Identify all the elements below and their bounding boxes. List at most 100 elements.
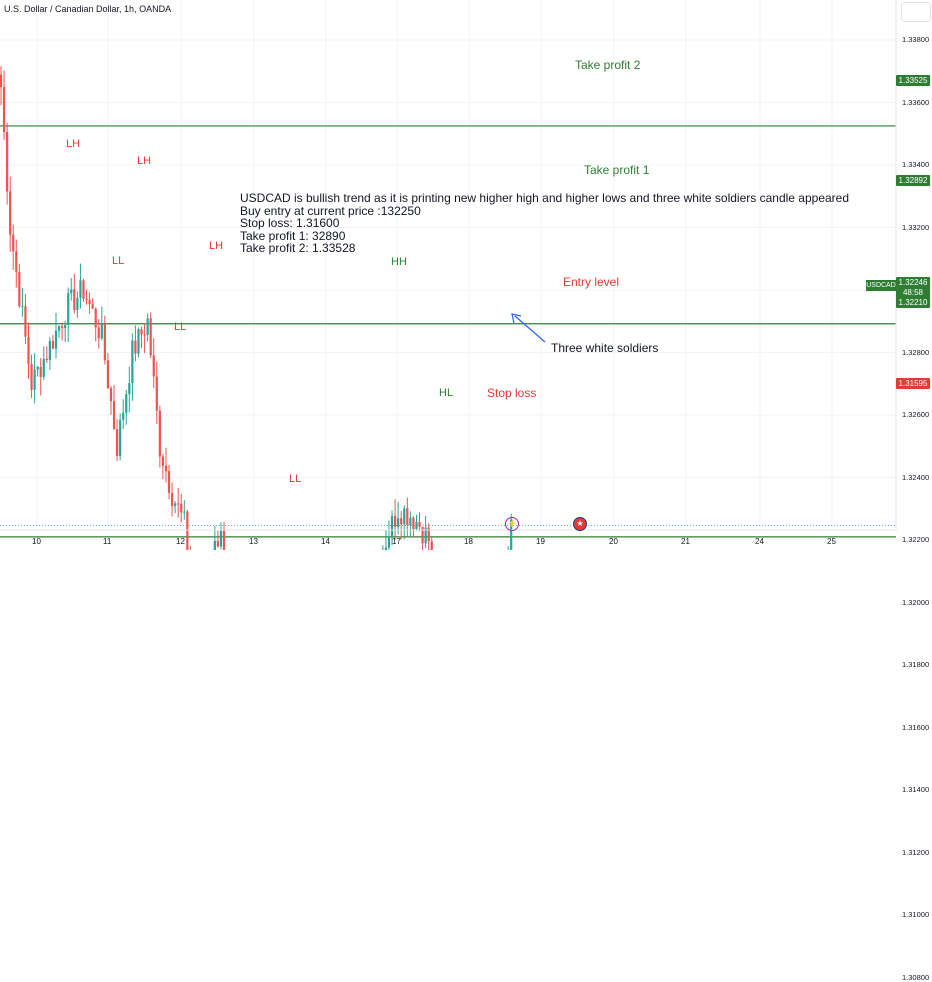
candle — [119, 413, 122, 461]
tp2-label: Take profit 2 — [575, 58, 641, 72]
candle — [158, 405, 161, 468]
candles — [0, 66, 513, 550]
us-flag-icon[interactable]: ★ — [573, 517, 587, 531]
note-line: Stop loss: 1.31600 — [240, 216, 340, 230]
tp1-label: Take profit 1 — [584, 163, 650, 177]
structure-label-hl: HL — [439, 387, 454, 399]
candle — [415, 514, 418, 531]
candle — [103, 315, 106, 365]
time-tick-label: 21 — [681, 537, 690, 546]
candle — [174, 501, 177, 514]
price-tick-label: 1.30800 — [902, 972, 930, 982]
candle — [18, 263, 21, 308]
structure-label-lh: LH — [209, 240, 224, 252]
candle — [0, 66, 3, 106]
tp1-price-badge: 1.32892 — [896, 175, 930, 186]
price-tick-label: 1.33400 — [902, 160, 930, 169]
candle — [82, 278, 85, 302]
candle — [21, 287, 24, 317]
current-price-badge: 1.32246 — [896, 277, 930, 288]
candle — [76, 291, 79, 318]
time-tick-label: 25 — [827, 537, 836, 546]
entry-label: Entry level — [563, 275, 620, 289]
note-line: Buy entry at current price :132250 — [240, 203, 421, 218]
candle — [100, 306, 103, 341]
candle — [418, 512, 421, 532]
note-line: USDCAD is bullish trend as it is printin… — [240, 191, 850, 205]
candle — [387, 520, 391, 550]
candle — [390, 510, 394, 546]
candle — [33, 353, 36, 404]
time-tick-label: 24 — [755, 537, 764, 546]
structure-label-lh: LH — [137, 155, 152, 167]
candle — [79, 263, 82, 309]
candle — [2, 70, 6, 140]
candle — [12, 224, 15, 270]
menu-button[interactable] — [901, 2, 931, 22]
candle — [213, 525, 216, 550]
candle — [409, 511, 412, 537]
candle — [70, 278, 73, 301]
candle — [412, 516, 415, 538]
candle — [384, 529, 388, 550]
candle — [170, 482, 174, 517]
candle — [183, 500, 186, 520]
candle — [39, 358, 42, 396]
candle — [164, 447, 168, 483]
candle — [91, 298, 94, 310]
candle — [112, 385, 116, 430]
candle — [27, 322, 30, 379]
candle — [115, 419, 119, 462]
time-tick-label: 12 — [176, 537, 185, 546]
candle — [403, 505, 406, 540]
candle — [30, 354, 33, 399]
price-tick-label: 1.32200 — [902, 535, 930, 544]
candle — [125, 389, 128, 425]
time-tick-label: 20 — [609, 537, 618, 546]
candle — [134, 325, 137, 362]
candle — [189, 545, 191, 550]
candle — [51, 335, 55, 350]
candle — [161, 454, 165, 480]
candle — [131, 333, 134, 401]
candle — [122, 399, 125, 430]
arrow-three-white-soldiers — [511, 313, 546, 343]
price-tick-label: 1.33800 — [902, 35, 930, 44]
candle — [155, 361, 158, 424]
candle — [397, 501, 400, 535]
time-tick-label: 11 — [103, 537, 112, 546]
chart-canvas[interactable] — [0, 0, 932, 550]
candle — [137, 327, 140, 358]
candle — [54, 312, 58, 359]
candle — [167, 464, 171, 500]
candle — [219, 522, 223, 550]
structure-label-ll: LL — [289, 473, 302, 485]
candle — [177, 487, 180, 518]
candle — [57, 325, 61, 339]
lightning-icon[interactable]: ⚡ — [505, 517, 519, 531]
grid — [0, 0, 896, 541]
time-tick-label: 14 — [321, 537, 330, 546]
price-tick-label: 1.31800 — [902, 660, 930, 669]
candle — [216, 530, 220, 548]
candle — [36, 365, 39, 377]
candle — [180, 493, 183, 523]
time-tick-label: 17 — [392, 537, 401, 546]
ticker-badge: USDCAD — [866, 280, 896, 291]
candle — [64, 320, 67, 342]
candle — [61, 322, 64, 341]
price-tick-label: 1.31200 — [902, 847, 930, 857]
price-tick-label: 1.31400 — [902, 785, 930, 794]
price-tick-label: 1.31600 — [902, 722, 930, 732]
candle — [106, 352, 110, 389]
candle — [400, 510, 403, 540]
price-tick-label: 1.32400 — [902, 472, 930, 482]
candle — [15, 239, 18, 288]
structure-label-ll: LL — [174, 321, 187, 333]
candle — [186, 509, 189, 550]
time-tick-label: 19 — [536, 537, 545, 546]
candle — [149, 312, 152, 359]
candle — [85, 289, 88, 305]
tp2-price-badge: 1.33525 — [896, 75, 930, 86]
price-tick-label: 1.32800 — [902, 347, 930, 357]
